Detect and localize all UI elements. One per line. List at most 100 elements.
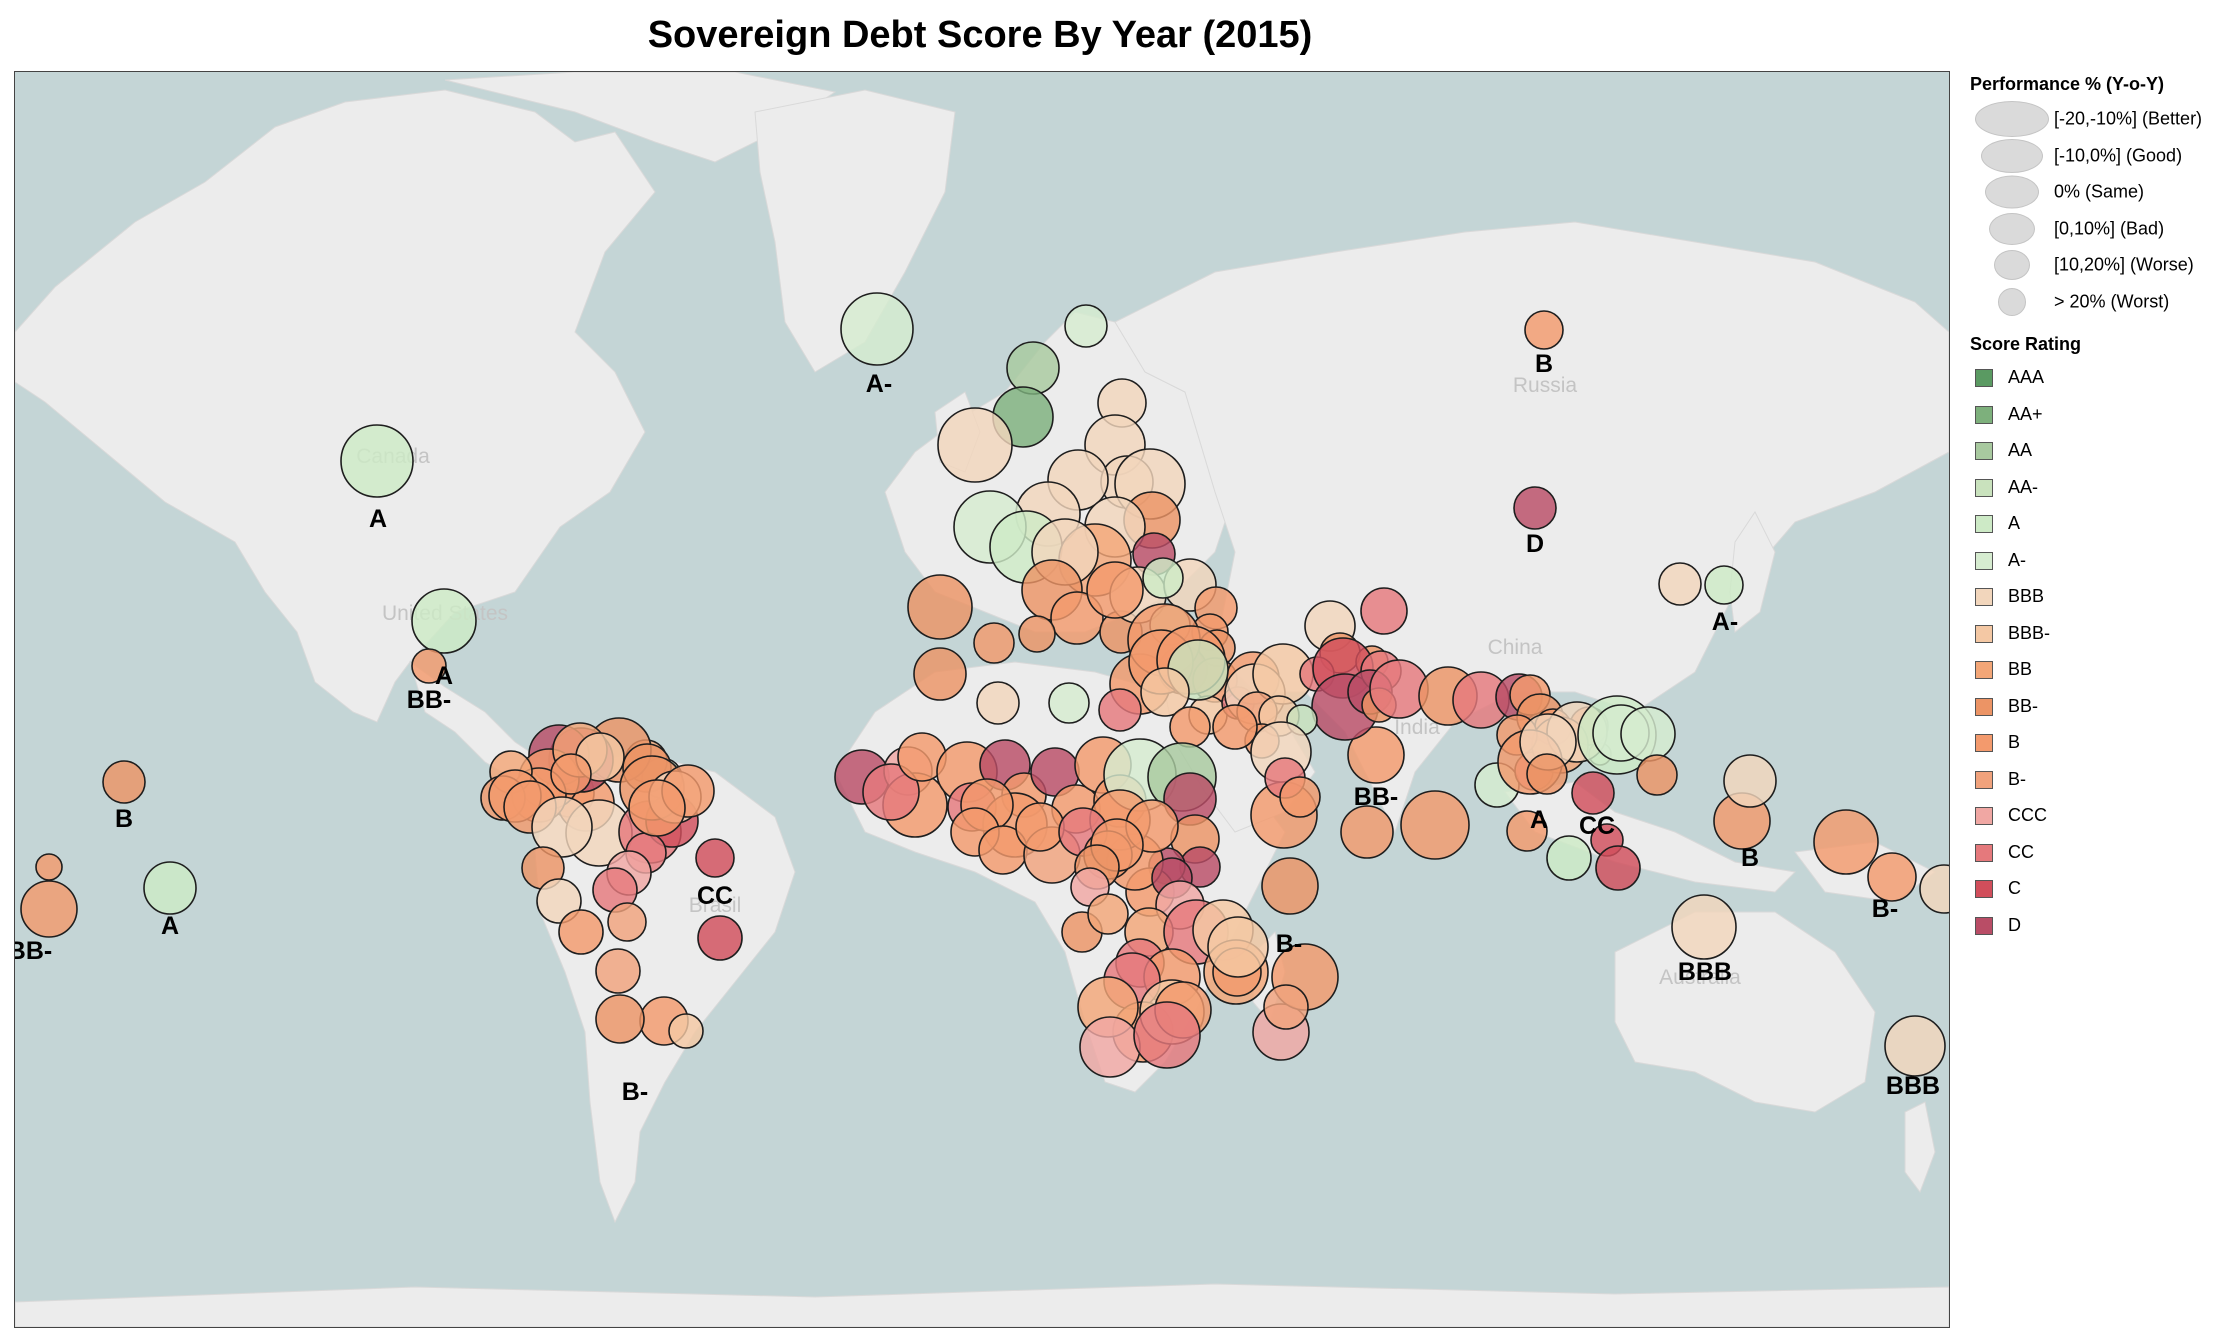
score-legend-item[interactable]: BB bbox=[1968, 653, 2223, 690]
performance-legend-item[interactable]: [-10,0%] (Good) bbox=[1968, 138, 2223, 175]
country-bubble[interactable] bbox=[1140, 667, 1190, 717]
country-bubble[interactable] bbox=[1620, 706, 1676, 762]
score-legend-item[interactable]: AAA bbox=[1968, 361, 2223, 398]
country-bubble[interactable] bbox=[595, 994, 645, 1044]
country-bubble[interactable] bbox=[550, 753, 592, 795]
country-bubble[interactable] bbox=[143, 861, 197, 915]
country-bubble[interactable] bbox=[1207, 916, 1269, 978]
performance-legend-item[interactable]: [-20,-10%] (Better) bbox=[1968, 101, 2223, 138]
country-bubble[interactable] bbox=[1400, 790, 1470, 860]
country-bubble[interactable] bbox=[1595, 845, 1641, 891]
country-bubble[interactable] bbox=[1279, 776, 1321, 818]
country-bubble[interactable] bbox=[20, 880, 78, 938]
country-bubble[interactable] bbox=[531, 796, 593, 858]
country-bubble[interactable] bbox=[1526, 753, 1568, 795]
performance-legend-item[interactable]: [0,10%] (Bad) bbox=[1968, 211, 2223, 248]
score-legend-item[interactable]: CCC bbox=[1968, 799, 2223, 836]
country-bubble[interactable] bbox=[1919, 864, 1949, 914]
country-bubble[interactable] bbox=[668, 1013, 704, 1049]
country-bubble[interactable] bbox=[1636, 754, 1678, 796]
score-legend-item[interactable]: BBB- bbox=[1968, 617, 2223, 654]
country-bubble[interactable] bbox=[1098, 688, 1142, 732]
country-bubble[interactable] bbox=[1884, 1015, 1946, 1077]
performance-legend: [-20,-10%] (Better) [-10,0%] (Good) 0% (… bbox=[1968, 101, 2223, 320]
country-bubble[interactable] bbox=[907, 574, 973, 640]
country-bubble[interactable] bbox=[695, 838, 735, 878]
score-legend-item[interactable]: A- bbox=[1968, 544, 2223, 581]
country-bubble[interactable] bbox=[840, 292, 914, 366]
score-legend-item[interactable]: B bbox=[1968, 726, 2223, 763]
country-bubble[interactable] bbox=[1723, 754, 1777, 808]
score-legend-item[interactable]: CC bbox=[1968, 836, 2223, 873]
country-bubble[interactable] bbox=[411, 648, 447, 684]
country-bubble[interactable] bbox=[1169, 706, 1211, 748]
country-bubble[interactable] bbox=[1212, 704, 1258, 750]
performance-legend-item[interactable]: [10,20%] (Worse) bbox=[1968, 247, 2223, 284]
country-bubble[interactable] bbox=[1360, 587, 1408, 635]
score-label: D bbox=[2008, 914, 2021, 935]
country-bubble[interactable] bbox=[973, 622, 1015, 664]
country-bubble[interactable] bbox=[558, 909, 604, 955]
performance-size-bubble bbox=[1989, 212, 2035, 245]
score-legend-item[interactable]: A bbox=[1968, 507, 2223, 544]
score-legend-item[interactable]: D bbox=[1968, 909, 2223, 946]
performance-size-bubble bbox=[1994, 250, 2030, 281]
country-bubble[interactable] bbox=[1006, 341, 1060, 395]
country-bubble[interactable] bbox=[1513, 486, 1557, 530]
performance-legend-item[interactable]: 0% (Same) bbox=[1968, 174, 2223, 211]
country-bubble[interactable] bbox=[1658, 562, 1702, 606]
score-swatch bbox=[1975, 624, 1993, 643]
country-bubble[interactable] bbox=[1813, 809, 1879, 875]
score-legend-item[interactable]: C bbox=[1968, 872, 2223, 909]
country-bubble[interactable] bbox=[1133, 1001, 1201, 1069]
score-label: CCC bbox=[2008, 805, 2047, 825]
world-map[interactable]: CanadaUnited StatesBrasilRussiaChinaIndi… bbox=[14, 71, 1950, 1328]
country-bubble[interactable] bbox=[1086, 561, 1144, 619]
country-bubble[interactable] bbox=[1263, 984, 1309, 1030]
score-legend-item[interactable]: AA- bbox=[1968, 471, 2223, 508]
country-bubble[interactable] bbox=[1704, 565, 1744, 605]
country-bubble[interactable] bbox=[1340, 805, 1394, 859]
country-bubble[interactable] bbox=[595, 948, 641, 994]
country-bubble[interactable] bbox=[1671, 894, 1737, 960]
country-bubble[interactable] bbox=[607, 902, 647, 942]
country-bubble[interactable] bbox=[1018, 615, 1056, 653]
country-bubble[interactable] bbox=[35, 853, 63, 881]
score-legend-item[interactable]: B- bbox=[1968, 763, 2223, 800]
country-bubble[interactable] bbox=[862, 763, 920, 821]
country-bubble[interactable] bbox=[411, 588, 477, 654]
country-bubble[interactable] bbox=[937, 407, 1013, 483]
country-bubble[interactable] bbox=[1079, 1016, 1141, 1078]
country-bubble[interactable] bbox=[1087, 893, 1129, 935]
country-bubble[interactable] bbox=[1571, 771, 1615, 815]
country-bubble[interactable] bbox=[913, 647, 967, 701]
country-bubble[interactable] bbox=[1015, 802, 1065, 852]
country-bubble[interactable] bbox=[1261, 857, 1319, 915]
score-label: CC bbox=[2008, 841, 2034, 862]
score-legend-item[interactable]: AA bbox=[1968, 434, 2223, 471]
country-bubble[interactable] bbox=[102, 760, 146, 804]
country-bubble[interactable] bbox=[1050, 591, 1104, 645]
score-legend-item[interactable]: AA+ bbox=[1968, 398, 2223, 435]
chart-title: Sovereign Debt Score By Year (2015) bbox=[647, 14, 1313, 56]
country-bubble[interactable] bbox=[1142, 557, 1184, 599]
country-bubble[interactable] bbox=[697, 915, 743, 961]
country-bubble[interactable] bbox=[536, 878, 582, 924]
country-bubble[interactable] bbox=[1867, 852, 1917, 902]
rating-label: B- bbox=[1276, 930, 1302, 958]
country-bubble[interactable] bbox=[1347, 726, 1405, 784]
country-bubble[interactable] bbox=[1064, 304, 1108, 348]
score-label: AA bbox=[2008, 440, 2033, 460]
country-bubble[interactable] bbox=[1048, 682, 1090, 724]
performance-legend-item[interactable]: > 20% (Worst) bbox=[1968, 284, 2223, 321]
country-bubble[interactable] bbox=[340, 424, 414, 498]
country-bubble[interactable] bbox=[1524, 310, 1564, 350]
score-legend-item[interactable]: BBB bbox=[1968, 580, 2223, 617]
score-legend-item[interactable]: BB- bbox=[1968, 690, 2223, 727]
country-bubble[interactable] bbox=[976, 681, 1020, 725]
rating-label: BBB bbox=[1886, 1072, 1940, 1100]
country-bubble[interactable] bbox=[1506, 810, 1548, 852]
country-bubble[interactable] bbox=[628, 779, 686, 837]
country-bubble[interactable] bbox=[1546, 835, 1592, 881]
rating-label: A bbox=[435, 662, 453, 690]
